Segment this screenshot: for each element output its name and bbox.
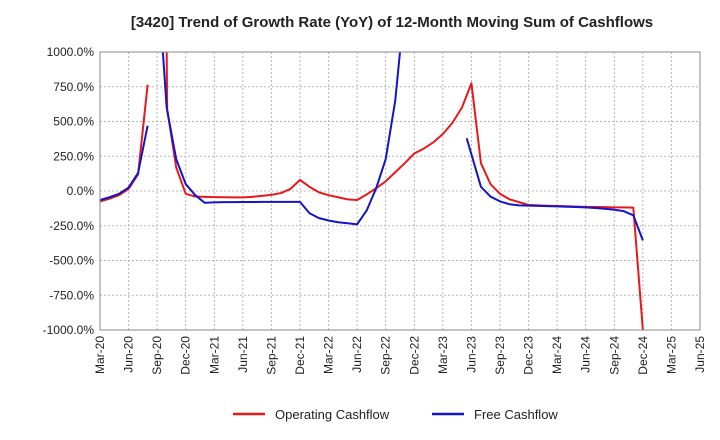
series-line-operating-cashflow [100,84,149,203]
x-tick-label: Mar-22 [322,336,336,374]
x-tick-label: Dec-22 [407,336,421,375]
x-axis: Mar-20 Jun-20 Sep-20 Dec-20 Mar-21 Jun-21 Sep-… [93,336,707,375]
y-tick-label: 500.0% [53,115,94,129]
y-tick-label: 250.0% [53,149,94,163]
grid [100,52,700,330]
legend: Operating Cashflow Free Cashflow [233,407,558,422]
series-lines [100,52,644,330]
y-tick-label: 1000.0% [47,45,95,59]
x-tick-label: Jun-23 [464,336,478,373]
series-line-free-cashflow [100,125,149,201]
y-tick-label: 750.0% [53,80,94,94]
x-tick-label: Mar-21 [207,336,221,374]
x-tick-label: Jun-25 [693,336,707,373]
x-tick-label: Mar-20 [93,336,107,374]
x-tick-label: Mar-25 [664,336,678,374]
x-tick-label: Sep-20 [150,336,164,375]
x-tick-label: Dec-21 [293,336,307,375]
x-tick-label: Jun-20 [122,336,136,373]
y-tick-label: 0.0% [67,184,95,198]
x-tick-label: Dec-24 [636,336,650,375]
chart-title: [3420] Trend of Growth Rate (YoY) of 12-… [131,14,653,31]
series-line-free-cashflow [465,137,644,241]
y-tick-label: -500.0% [49,254,94,268]
x-tick-label: Mar-23 [436,336,450,374]
x-tick-label: Sep-22 [379,336,393,375]
legend-label-operating: Operating Cashflow [275,407,390,422]
y-tick-label: -250.0% [49,219,94,233]
x-tick-label: Sep-23 [493,336,507,375]
y-tick-label: -750.0% [49,288,94,302]
legend-label-free: Free Cashflow [474,407,558,422]
y-axis: 1000.0% 750.0% 500.0% 250.0% 0.0% -250.0% -500… [43,45,95,337]
x-tick-label: Jun-22 [350,336,364,373]
x-tick-label: Jun-24 [579,336,593,373]
x-tick-label: Jun-21 [236,336,250,373]
x-tick-label: Mar-24 [550,336,564,374]
plot-frame [99,51,701,331]
y-tick-label: -1000.0% [43,323,95,337]
series-line-free-cashflow [161,52,401,226]
x-tick-label: Dec-23 [522,336,536,375]
x-tick-label: Dec-20 [179,336,193,375]
x-tick-label: Sep-24 [607,336,621,375]
x-tick-label: Sep-21 [264,336,278,375]
